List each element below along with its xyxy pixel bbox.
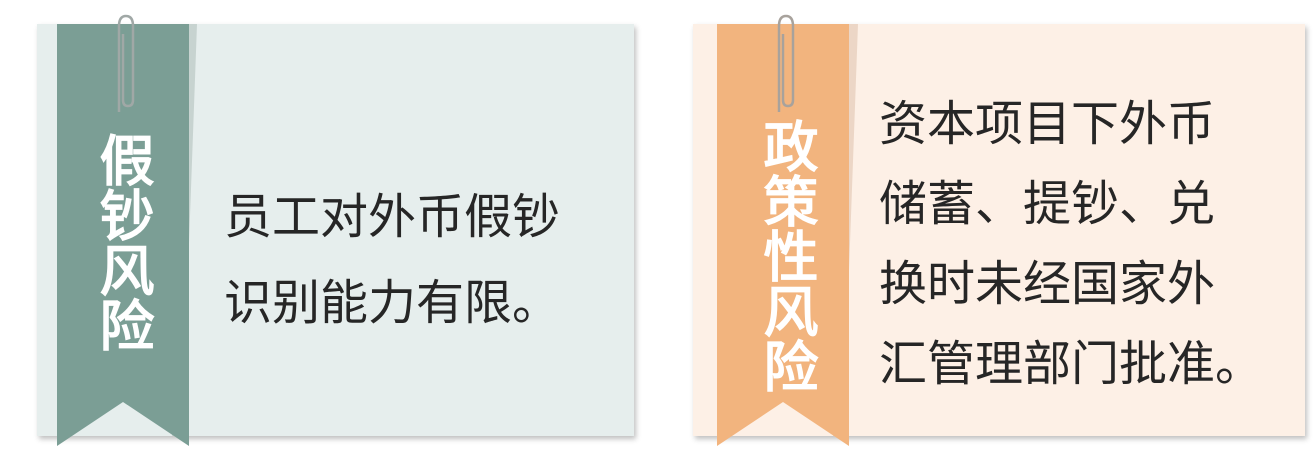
- description-line: 换时未经国家外: [879, 256, 1216, 312]
- description-line: 储蓄、提钞、兑: [879, 176, 1216, 232]
- ribbon-banner: [57, 24, 197, 446]
- ribbon-banner: [717, 24, 858, 446]
- paperclip-icon: [777, 14, 795, 112]
- risk-card-counterfeit: 假钞风险 员工对外币假钞 识别能力有限。: [37, 14, 634, 446]
- card-title: 政策性风险: [754, 118, 818, 393]
- card-description: 资本项目下外币 储蓄、提钞、兑 换时未经国家外 汇管理部门批准。: [879, 84, 1263, 404]
- card-title: 假钞风险: [90, 132, 154, 352]
- description-line: 汇管理部门批准。: [879, 336, 1264, 392]
- risk-card-policy: 政策性风险 资本项目下外币 储蓄、提钞、兑 换时未经国家外 汇管理部门批准。: [693, 14, 1305, 446]
- description-line: 资本项目下外币: [879, 96, 1216, 152]
- card-description: 员工对外币假钞 识别能力有限。: [224, 174, 560, 346]
- description-line: 识别能力有限。: [224, 275, 561, 331]
- description-line: 员工对外币假钞: [224, 189, 561, 245]
- paperclip-icon: [117, 14, 135, 112]
